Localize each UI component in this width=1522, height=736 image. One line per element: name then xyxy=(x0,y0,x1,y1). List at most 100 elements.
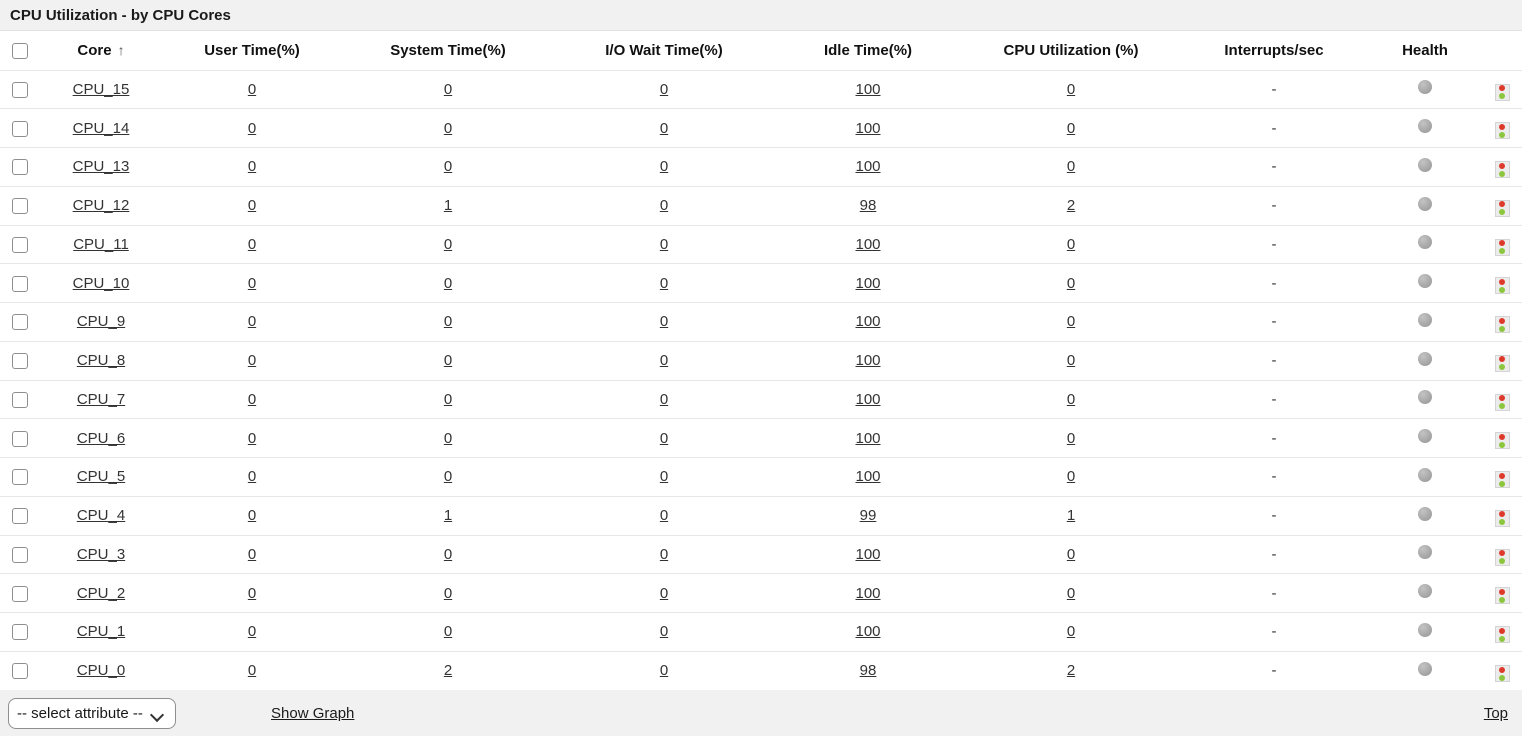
user-time-link[interactable]: 0 xyxy=(247,507,257,525)
system-time-link[interactable]: 0 xyxy=(443,545,453,563)
idle-time-link[interactable]: 100 xyxy=(855,235,881,253)
core-link[interactable]: CPU_8 xyxy=(76,352,126,370)
system-time-link[interactable]: 0 xyxy=(443,158,453,176)
column-header-health[interactable]: Health xyxy=(1402,41,1448,59)
row-checkbox[interactable] xyxy=(12,391,28,408)
io-wait-time-link[interactable]: 0 xyxy=(659,274,669,292)
user-time-link[interactable]: 0 xyxy=(247,235,257,253)
row-checkbox[interactable] xyxy=(12,430,28,447)
cpu-utilization-link[interactable]: 0 xyxy=(1066,274,1076,292)
cpu-utilization-link[interactable]: 0 xyxy=(1066,545,1076,563)
column-header-core[interactable]: Core ↑ xyxy=(77,41,125,59)
core-link[interactable]: CPU_10 xyxy=(72,274,130,292)
io-wait-time-link[interactable]: 0 xyxy=(659,545,669,563)
io-wait-time-link[interactable]: 0 xyxy=(659,468,669,486)
system-time-link[interactable]: 1 xyxy=(443,507,453,525)
system-time-link[interactable]: 0 xyxy=(443,313,453,331)
io-wait-time-link[interactable]: 0 xyxy=(659,390,669,408)
top-link[interactable]: Top xyxy=(1483,704,1508,722)
idle-time-link[interactable]: 100 xyxy=(855,119,881,137)
cpu-utilization-link[interactable]: 0 xyxy=(1066,584,1076,602)
show-graph-link[interactable]: Show Graph xyxy=(271,704,355,722)
cpu-utilization-link[interactable]: 0 xyxy=(1066,235,1076,253)
column-header-idle-time[interactable]: Idle Time(%) xyxy=(823,41,913,59)
core-link[interactable]: CPU_0 xyxy=(76,662,126,680)
system-time-link[interactable]: 0 xyxy=(443,235,453,253)
core-link[interactable]: CPU_6 xyxy=(76,429,126,447)
thresholds-traffic-light-icon[interactable] xyxy=(1494,316,1510,334)
core-link[interactable]: CPU_9 xyxy=(76,313,126,331)
row-checkbox[interactable] xyxy=(12,546,28,563)
cpu-utilization-link[interactable]: 2 xyxy=(1066,197,1076,215)
cpu-utilization-link[interactable]: 0 xyxy=(1066,80,1076,98)
core-link[interactable]: CPU_7 xyxy=(76,390,126,408)
row-checkbox[interactable] xyxy=(12,353,28,370)
system-time-link[interactable]: 0 xyxy=(443,80,453,98)
thresholds-traffic-light-icon[interactable] xyxy=(1494,665,1510,683)
row-checkbox[interactable] xyxy=(12,198,28,215)
row-checkbox[interactable] xyxy=(12,624,28,641)
idle-time-link[interactable]: 100 xyxy=(855,390,881,408)
thresholds-traffic-light-icon[interactable] xyxy=(1494,626,1510,644)
thresholds-traffic-light-icon[interactable] xyxy=(1494,354,1510,372)
cpu-utilization-link[interactable]: 0 xyxy=(1066,158,1076,176)
cpu-utilization-link[interactable]: 0 xyxy=(1066,352,1076,370)
column-header-io-wait-time[interactable]: I/O Wait Time(%) xyxy=(605,41,723,59)
idle-time-link[interactable]: 99 xyxy=(859,507,877,525)
thresholds-traffic-light-icon[interactable] xyxy=(1494,277,1510,295)
user-time-link[interactable]: 0 xyxy=(247,429,257,447)
io-wait-time-link[interactable]: 0 xyxy=(659,235,669,253)
idle-time-link[interactable]: 100 xyxy=(855,274,881,292)
user-time-link[interactable]: 0 xyxy=(247,584,257,602)
system-time-link[interactable]: 0 xyxy=(443,429,453,447)
idle-time-link[interactable]: 100 xyxy=(855,468,881,486)
row-checkbox[interactable] xyxy=(12,120,28,137)
core-link[interactable]: CPU_4 xyxy=(76,507,126,525)
row-checkbox[interactable] xyxy=(12,508,28,525)
user-time-link[interactable]: 0 xyxy=(247,197,257,215)
thresholds-traffic-light-icon[interactable] xyxy=(1494,471,1510,489)
core-link[interactable]: CPU_5 xyxy=(76,468,126,486)
system-time-link[interactable]: 0 xyxy=(443,390,453,408)
system-time-link[interactable]: 0 xyxy=(443,119,453,137)
system-time-link[interactable]: 0 xyxy=(443,468,453,486)
core-link[interactable]: CPU_11 xyxy=(73,235,129,253)
idle-time-link[interactable]: 100 xyxy=(855,158,881,176)
cpu-utilization-link[interactable]: 1 xyxy=(1066,507,1076,525)
system-time-link[interactable]: 0 xyxy=(443,352,453,370)
thresholds-traffic-light-icon[interactable] xyxy=(1494,393,1510,411)
column-header-cpu-utilization[interactable]: CPU Utilization (%) xyxy=(1003,41,1139,59)
idle-time-link[interactable]: 98 xyxy=(859,197,877,215)
thresholds-traffic-light-icon[interactable] xyxy=(1494,587,1510,605)
system-time-link[interactable]: 1 xyxy=(443,197,453,215)
io-wait-time-link[interactable]: 0 xyxy=(659,429,669,447)
core-link[interactable]: CPU_12 xyxy=(72,197,130,215)
select-all-checkbox[interactable] xyxy=(12,42,28,59)
row-checkbox[interactable] xyxy=(12,585,28,602)
system-time-link[interactable]: 0 xyxy=(443,584,453,602)
io-wait-time-link[interactable]: 0 xyxy=(659,352,669,370)
idle-time-link[interactable]: 100 xyxy=(855,429,881,447)
core-link[interactable]: CPU_14 xyxy=(72,119,130,137)
io-wait-time-link[interactable]: 0 xyxy=(659,158,669,176)
column-header-interrupts[interactable]: Interrupts/sec xyxy=(1224,41,1324,59)
user-time-link[interactable]: 0 xyxy=(247,545,257,563)
idle-time-link[interactable]: 98 xyxy=(859,662,877,680)
user-time-link[interactable]: 0 xyxy=(247,662,257,680)
user-time-link[interactable]: 0 xyxy=(247,623,257,641)
core-link[interactable]: CPU_13 xyxy=(72,158,130,176)
system-time-link[interactable]: 0 xyxy=(443,274,453,292)
idle-time-link[interactable]: 100 xyxy=(855,352,881,370)
core-link[interactable]: CPU_15 xyxy=(72,80,130,98)
idle-time-link[interactable]: 100 xyxy=(855,545,881,563)
core-link[interactable]: CPU_3 xyxy=(76,545,126,563)
attribute-select[interactable]: -- select attribute -- xyxy=(8,697,176,729)
io-wait-time-link[interactable]: 0 xyxy=(659,623,669,641)
idle-time-link[interactable]: 100 xyxy=(855,313,881,331)
idle-time-link[interactable]: 100 xyxy=(855,623,881,641)
thresholds-traffic-light-icon[interactable] xyxy=(1494,83,1510,101)
cpu-utilization-link[interactable]: 0 xyxy=(1066,313,1076,331)
user-time-link[interactable]: 0 xyxy=(247,119,257,137)
row-checkbox[interactable] xyxy=(12,663,28,680)
core-link[interactable]: CPU_1 xyxy=(76,623,126,641)
